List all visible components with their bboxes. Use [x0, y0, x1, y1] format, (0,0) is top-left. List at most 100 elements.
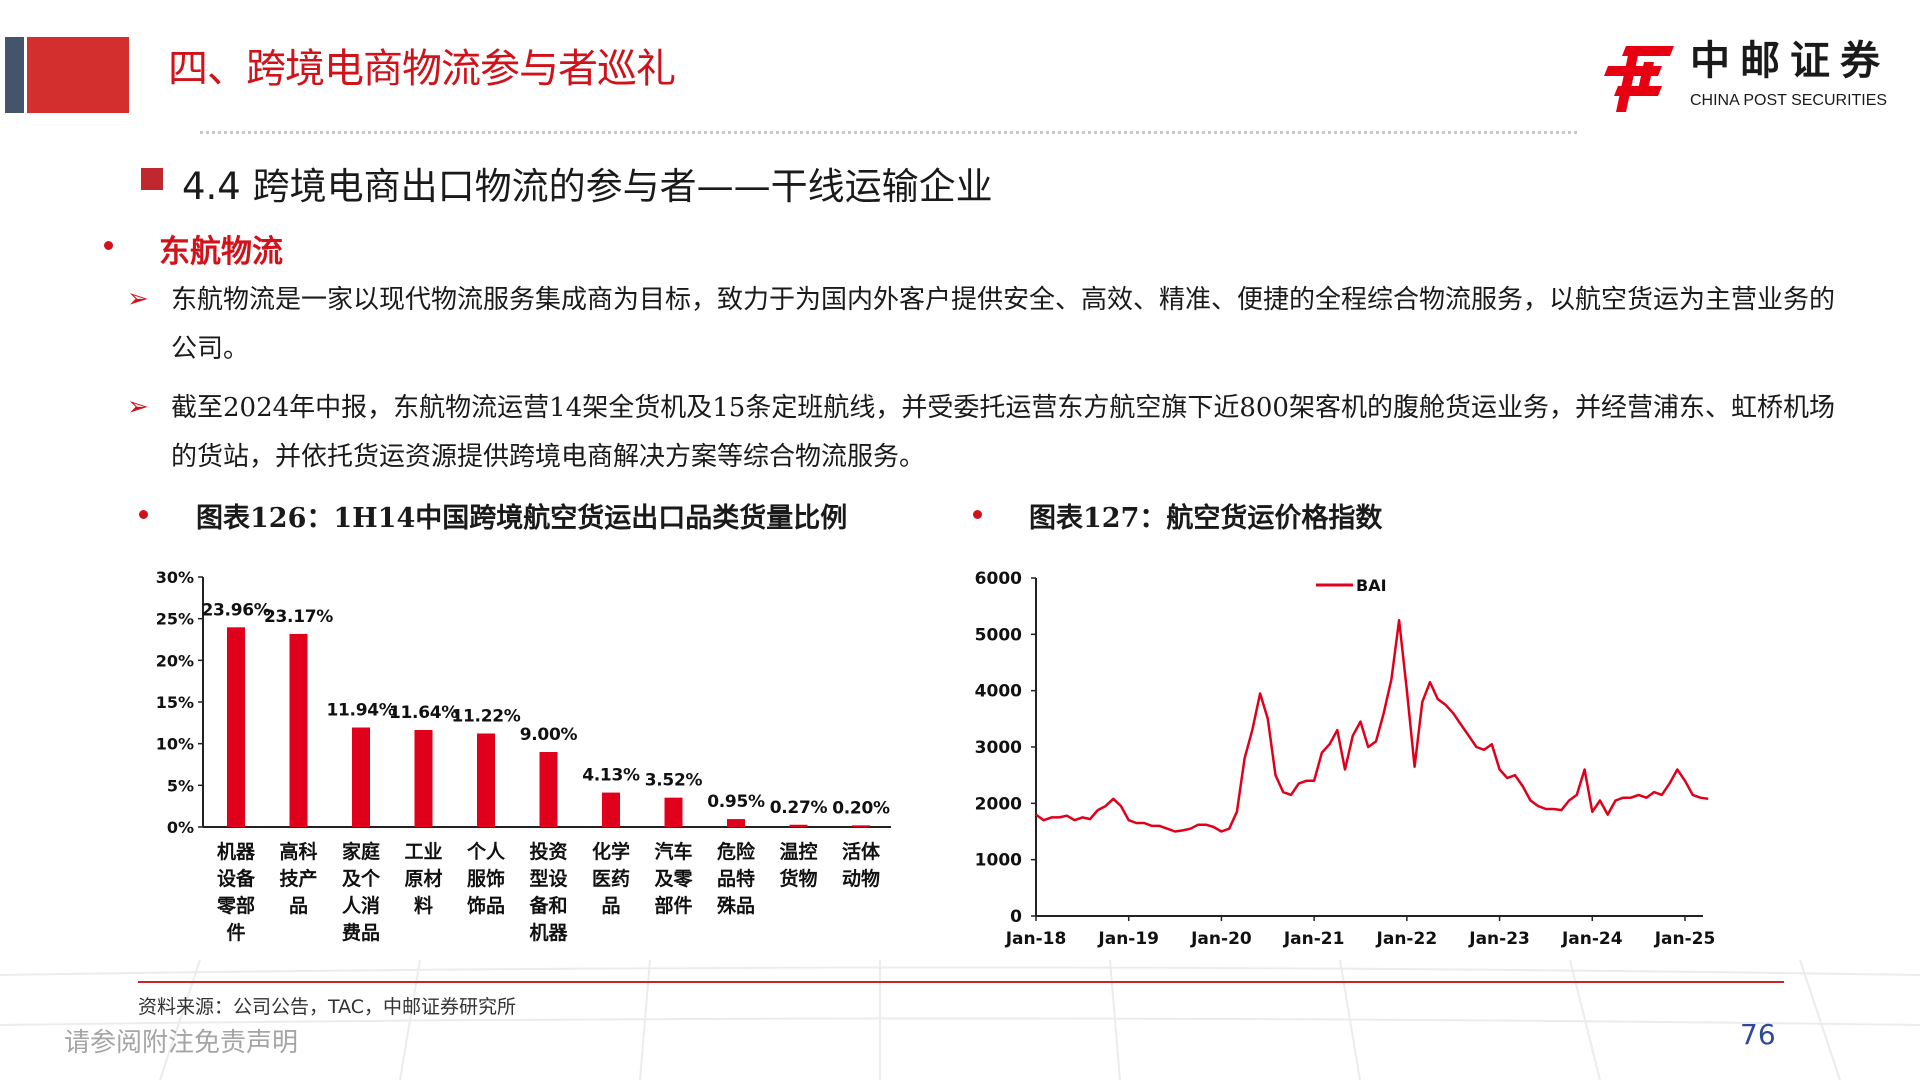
- header-divider: [200, 131, 1577, 134]
- line-chart: 0 1000 2000 3000 4000 5000 6000 Jan-18 Jan-19 Jan…: [975, 569, 1716, 949]
- page-number: 76: [1740, 1018, 1776, 1051]
- bar: [414, 730, 433, 827]
- arrow-bullet-icon: ➢: [127, 392, 149, 422]
- bullet-icon: [973, 510, 982, 519]
- y-tick-label: 0%: [167, 818, 194, 837]
- data-label: 3.52%: [645, 771, 703, 791]
- category-label: 家庭: [342, 840, 380, 863]
- category-label: 个人: [466, 841, 506, 863]
- category-label: 原材: [404, 867, 442, 890]
- paragraph-2: 截至2024年中报，东航物流运营14架全货机及15条定班航线，并受委托运营东方航…: [171, 393, 1835, 472]
- data-label: 11.22%: [451, 707, 520, 727]
- category-label: 高科: [279, 840, 317, 863]
- data-label: 4.13%: [582, 766, 640, 786]
- category-label: 服饰: [467, 867, 505, 890]
- category-label: 件: [226, 921, 245, 944]
- bar: [852, 825, 870, 827]
- bar: [539, 752, 558, 827]
- y-tick-label: 1000: [975, 851, 1022, 871]
- category-label: 品: [289, 895, 308, 917]
- category-label: 化学: [592, 840, 630, 863]
- category-label: 部件: [654, 894, 692, 917]
- data-label: 9.00%: [520, 725, 578, 745]
- category-label: 及个: [342, 868, 381, 890]
- legend-label: BAI: [1356, 576, 1387, 595]
- data-label: 0.27%: [770, 798, 828, 818]
- x-tick-label: Jan-24: [1561, 929, 1623, 949]
- y-tick-label: 30%: [156, 568, 194, 587]
- chart-126-title: 图表126：1H14中国跨境航空货运出口品类货量比例: [196, 503, 848, 534]
- x-tick-label: Jan-19: [1097, 929, 1159, 949]
- series-line-bai: [1035, 619, 1709, 833]
- section-title: 4.4 跨境电商出口物流的参与者——干线运输企业: [182, 165, 993, 208]
- category-label: 技产: [279, 867, 317, 890]
- disclaimer-text: 请参阅附注免责声明: [64, 1028, 299, 1058]
- category-label: 品: [601, 895, 620, 917]
- logo-text-cn: 中邮证券: [1690, 38, 1890, 84]
- bullet-icon: [104, 241, 113, 250]
- category-label: 费品: [342, 922, 380, 944]
- category-label: 料: [414, 894, 433, 917]
- y-tick-label: 5%: [167, 776, 194, 795]
- category-label: 型设: [529, 867, 567, 890]
- bar: [352, 727, 370, 827]
- data-label: 23.96%: [201, 600, 270, 620]
- category-label: 及零: [654, 868, 693, 890]
- bullet-icon: [139, 510, 148, 519]
- y-tick-label: 3000: [975, 738, 1022, 758]
- category-label: 温控: [779, 840, 817, 863]
- bar: [602, 792, 620, 827]
- y-tick-label: 20%: [156, 651, 194, 670]
- category-label: 工业: [404, 841, 442, 863]
- china-post-logo-icon: [1604, 46, 1674, 112]
- y-tick-label: 10%: [156, 735, 194, 754]
- x-tick-label: Jan-21: [1283, 929, 1345, 949]
- chart-127-title: 图表127：航空货运价格指数: [1029, 503, 1383, 534]
- bar: [664, 797, 683, 827]
- company-subheading: 东航物流: [159, 234, 283, 270]
- y-tick-label: 0: [1010, 907, 1022, 927]
- bar: [227, 627, 245, 827]
- category-label: 机器: [217, 841, 256, 863]
- bar: [789, 824, 808, 827]
- category-label: 汽车: [654, 840, 692, 863]
- y-tick-label: 5000: [975, 625, 1022, 645]
- page-title: 四、跨境电商物流参与者巡礼: [168, 46, 676, 92]
- data-label: 0.95%: [707, 792, 765, 812]
- category-label: 机器: [529, 922, 568, 944]
- category-label: 动物: [842, 867, 880, 890]
- category-label: 活体: [842, 840, 881, 863]
- footer-divider: [138, 981, 1784, 983]
- header-red-block: [27, 37, 129, 113]
- category-label: 备和: [528, 894, 567, 917]
- x-tick-label: Jan-22: [1376, 929, 1438, 949]
- source-note: 资料来源：公司公告，TAC，中邮证券研究所: [138, 996, 517, 1018]
- category-label: 零部: [216, 894, 255, 917]
- header-dark-block: [5, 37, 24, 113]
- bar: [477, 733, 495, 827]
- category-label: 品特: [717, 868, 755, 890]
- bar-chart: 0%5%10%15%20%25%30%23.96%机器设备零部件23.17%高科…: [156, 568, 891, 944]
- y-tick-label: 15%: [156, 693, 194, 712]
- y-tick-label: 4000: [975, 682, 1022, 702]
- category-label: 设备: [217, 867, 256, 890]
- y-tick-label: 25%: [156, 610, 194, 629]
- category-label: 危险: [717, 840, 756, 863]
- data-label: 0.20%: [832, 798, 890, 818]
- paragraph-1: 东航物流是一家以现代物流服务集成商为目标，致力于为国内外客户提供安全、高效、精准…: [171, 285, 1836, 364]
- y-tick-label: 6000: [975, 569, 1022, 589]
- bar: [289, 633, 308, 827]
- y-tick-label: 2000: [975, 794, 1022, 814]
- x-tick-label: Jan-20: [1190, 929, 1252, 949]
- data-label: 11.64%: [389, 703, 458, 723]
- category-label: 人消: [342, 894, 380, 917]
- section-marker-icon: [141, 168, 163, 190]
- logo-text-en: CHINA POST SECURITIES: [1690, 92, 1888, 109]
- category-label: 货物: [779, 867, 817, 890]
- bar: [727, 819, 745, 827]
- arrow-bullet-icon: ➢: [127, 284, 149, 314]
- category-label: 投资: [529, 840, 567, 863]
- x-tick-label: Jan-18: [1005, 929, 1067, 949]
- category-label: 饰品: [467, 894, 505, 917]
